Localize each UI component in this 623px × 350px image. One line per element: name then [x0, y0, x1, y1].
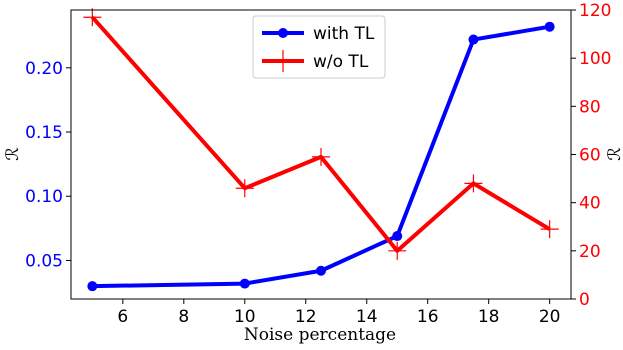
series-line-wo-tl: [90, 15, 551, 253]
x-tick-label: 16: [417, 307, 439, 327]
data-point-with-tl: [468, 34, 479, 45]
axis-layer: 6 8 10 12 14 16 18 20 0.05 0.10 0.15 0.20 0 20 40 60 80 1…: [25, 1, 611, 327]
data-point-wo-tl: [388, 241, 407, 260]
right-y-axis-title: ℛ: [605, 147, 623, 161]
data-point-wo-tl: [540, 220, 559, 239]
left-y-tick-label: 0.15: [25, 123, 63, 143]
left-y-tick-label: 0.05: [25, 251, 63, 271]
x-tick-label: 12: [295, 307, 317, 327]
data-point-wo-tl: [235, 179, 254, 198]
right-y-tick-label: 60: [579, 146, 601, 166]
series-line-with-tl: [92, 24, 550, 289]
left-y-axis-title: ℛ: [3, 147, 23, 161]
legend-with-tl-marker: [278, 28, 288, 38]
data-point-with-tl: [316, 265, 326, 276]
legend: with TL w/o TL: [252, 15, 386, 79]
data-point-with-tl: [392, 231, 403, 242]
x-tick-label: 18: [478, 307, 500, 327]
x-tick-label: 8: [178, 307, 189, 327]
x-tick-label: 14: [356, 307, 378, 327]
right-y-tick-label: 40: [579, 194, 601, 214]
right-y-tick-label: 0: [579, 290, 590, 310]
right-y-tick-label: 80: [579, 97, 601, 117]
right-y-tick-label: 100: [579, 49, 611, 69]
right-y-tick-label: 20: [579, 242, 601, 262]
x-axis-title: Noise percentage: [244, 325, 396, 345]
series-layer: [83, 8, 559, 292]
left-y-tick-label: 0.20: [25, 59, 63, 79]
x-tick-label: 20: [539, 307, 561, 327]
data-point-with-tl: [87, 281, 98, 292]
left-y-tick-label: 0.10: [25, 187, 63, 207]
x-tick-label: 10: [234, 307, 256, 327]
x-tick-label: 6: [117, 307, 128, 327]
legend-wo-tl-label: w/o TL: [313, 52, 369, 72]
right-y-tick-label: 120: [579, 1, 611, 21]
data-point-wo-tl: [464, 174, 483, 193]
data-point-with-tl: [544, 21, 555, 32]
data-point-wo-tl: [312, 147, 330, 166]
legend-wo-tl-marker: [272, 50, 294, 72]
data-point-with-tl: [239, 278, 250, 289]
legend-with-tl-label: with TL: [313, 24, 375, 44]
data-point-wo-tl: [83, 8, 102, 27]
